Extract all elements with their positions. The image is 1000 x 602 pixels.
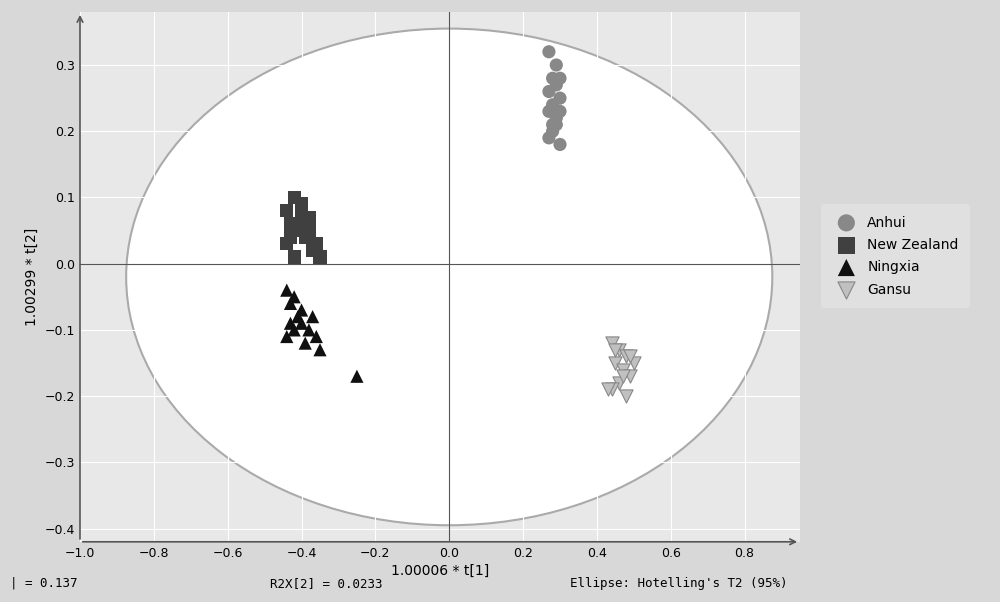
Ningxia — [297, 338, 313, 348]
Anhui — [541, 87, 557, 96]
Ningxia — [294, 305, 310, 315]
Gansu — [622, 371, 638, 381]
Anhui — [545, 73, 561, 83]
Text: R2X[2] = 0.0233: R2X[2] = 0.0233 — [270, 577, 382, 590]
Ningxia — [294, 318, 310, 328]
Ningxia — [305, 312, 321, 321]
Anhui — [541, 133, 557, 143]
New Zealand — [279, 239, 295, 249]
Ningxia — [312, 345, 328, 355]
Anhui — [552, 93, 568, 103]
Ningxia — [279, 332, 295, 341]
New Zealand — [294, 199, 310, 209]
Anhui — [548, 113, 564, 123]
Anhui — [552, 73, 568, 83]
New Zealand — [286, 252, 302, 262]
Anhui — [545, 120, 561, 129]
New Zealand — [282, 219, 298, 229]
Gansu — [600, 385, 616, 394]
Anhui — [541, 107, 557, 116]
Ningxia — [308, 332, 324, 341]
New Zealand — [286, 193, 302, 202]
Gansu — [618, 352, 634, 361]
Ningxia — [282, 318, 298, 328]
Anhui — [552, 107, 568, 116]
Ningxia — [349, 371, 365, 381]
Anhui — [545, 126, 561, 136]
Ellipse shape — [126, 28, 772, 525]
New Zealand — [297, 232, 313, 242]
Gansu — [604, 385, 620, 394]
Anhui — [545, 100, 561, 110]
Ningxia — [286, 292, 302, 302]
Anhui — [548, 80, 564, 90]
Gansu — [611, 378, 627, 388]
New Zealand — [312, 252, 328, 262]
New Zealand — [305, 246, 321, 255]
Text: Ellipse: Hotelling's T2 (95%): Ellipse: Hotelling's T2 (95%) — [570, 577, 788, 590]
Text: | = 0.137: | = 0.137 — [10, 577, 78, 590]
Legend: Anhui, New Zealand, Ningxia, Gansu: Anhui, New Zealand, Ningxia, Gansu — [821, 205, 970, 308]
Anhui — [552, 140, 568, 149]
Ningxia — [279, 285, 295, 295]
Gansu — [626, 358, 642, 368]
Ningxia — [286, 325, 302, 335]
Ningxia — [301, 325, 317, 335]
Anhui — [548, 120, 564, 129]
Gansu — [618, 391, 634, 401]
Gansu — [604, 338, 620, 348]
New Zealand — [290, 226, 306, 235]
Anhui — [541, 47, 557, 57]
Gansu — [622, 352, 638, 361]
New Zealand — [294, 213, 310, 222]
New Zealand — [301, 213, 317, 222]
Gansu — [615, 371, 631, 381]
New Zealand — [308, 239, 324, 249]
Y-axis label: 1.00299 * t[2]: 1.00299 * t[2] — [25, 228, 39, 326]
Gansu — [611, 345, 627, 355]
Ningxia — [290, 312, 306, 321]
X-axis label: 1.00006 * t[1]: 1.00006 * t[1] — [391, 564, 489, 578]
Gansu — [607, 358, 623, 368]
Ningxia — [282, 299, 298, 308]
Gansu — [615, 365, 631, 374]
New Zealand — [301, 226, 317, 235]
New Zealand — [282, 232, 298, 242]
Gansu — [607, 345, 623, 355]
Anhui — [548, 60, 564, 70]
New Zealand — [279, 206, 295, 216]
